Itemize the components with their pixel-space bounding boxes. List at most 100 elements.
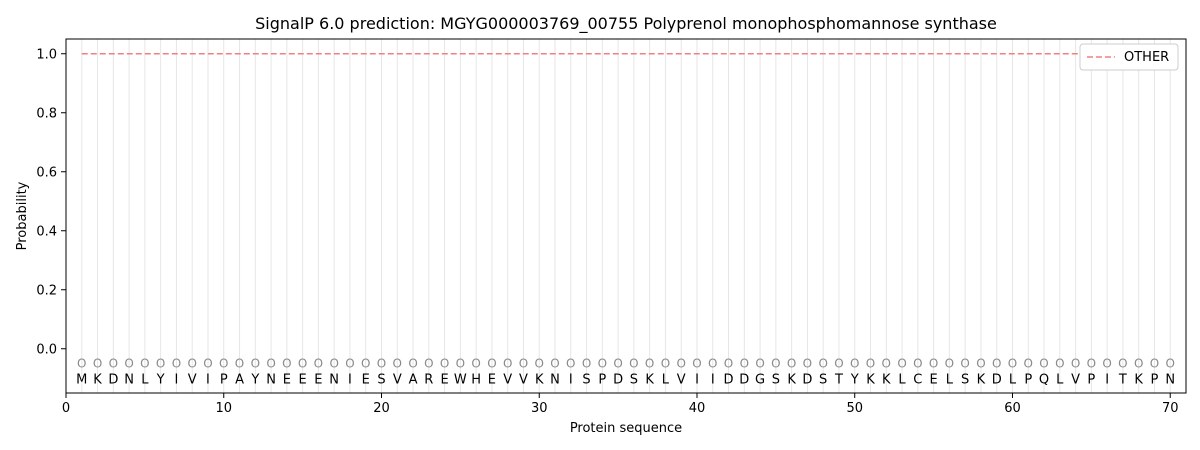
residue-label: S — [377, 372, 385, 387]
residue-label: V — [503, 372, 512, 387]
residue-label: T — [834, 372, 843, 387]
residue-label: V — [519, 372, 528, 387]
state-label: O — [692, 357, 701, 371]
residue-label: Y — [250, 372, 259, 387]
legend-box — [1079, 43, 1179, 71]
x-tick-label: 70 — [1162, 401, 1179, 416]
chart-title: SignalP 6.0 prediction: MGYG000003769_00… — [255, 14, 997, 34]
state-label: O — [535, 357, 544, 371]
state-label: O — [929, 357, 938, 371]
residue-label: S — [772, 372, 780, 387]
x-tick-label: 0 — [62, 401, 70, 416]
state-label: O — [613, 357, 622, 371]
legend-label: OTHER — [1124, 50, 1169, 65]
grid-lines — [81, 39, 1171, 393]
residue-label: I — [1105, 372, 1109, 387]
residue-label: I — [206, 372, 210, 387]
residue-label: K — [535, 372, 544, 387]
state-label: O — [803, 357, 812, 371]
residue-label: E — [314, 372, 322, 387]
state-label: O — [566, 357, 575, 371]
residue-label: I — [175, 372, 179, 387]
state-label: O — [219, 357, 228, 371]
state-label: O — [1071, 357, 1080, 371]
y-ticks: 0.0 0.2 0.4 0.6 0.8 1.0 — [36, 47, 66, 357]
state-label: O — [818, 357, 827, 371]
residue-label: E — [488, 372, 496, 387]
residue-label: S — [819, 372, 827, 387]
state-label: O — [314, 357, 323, 371]
y-tick-label: 0.2 — [36, 283, 57, 298]
state-label: O — [882, 357, 891, 371]
state-label: O — [172, 357, 181, 371]
state-label: O — [676, 357, 685, 371]
state-label: O — [945, 357, 954, 371]
state-label: O — [487, 357, 496, 371]
state-label: O — [1102, 357, 1111, 371]
residue-label: H — [471, 372, 481, 387]
residue-label: E — [929, 372, 937, 387]
residue-label: P — [1024, 372, 1032, 387]
state-label: O — [661, 357, 670, 371]
state-label: O — [960, 357, 969, 371]
state-label: O — [77, 357, 86, 371]
residue-label: R — [424, 372, 433, 387]
state-label: O — [1024, 357, 1033, 371]
residue-label: N — [1165, 372, 1175, 387]
state-label: O — [471, 357, 480, 371]
residue-label: Y — [850, 372, 859, 387]
state-label: O — [298, 357, 307, 371]
plot-frame — [65, 38, 1187, 394]
state-label: O — [140, 357, 149, 371]
state-label: O — [598, 357, 607, 371]
state-label: O — [1087, 357, 1096, 371]
y-tick-label: 1.0 — [36, 47, 57, 62]
state-label: O — [550, 357, 559, 371]
state-label: O — [645, 357, 654, 371]
residue-label: L — [946, 372, 954, 387]
residue-label: Q — [1039, 372, 1049, 387]
state-label: O — [629, 357, 638, 371]
state-label: O — [1150, 357, 1159, 371]
state-label: O — [787, 357, 796, 371]
state-label: O — [345, 357, 354, 371]
residue-label: V — [1071, 372, 1080, 387]
state-label: O — [124, 357, 133, 371]
residue-label: N — [124, 372, 134, 387]
state-label: O — [424, 357, 433, 371]
state-label: O — [976, 357, 985, 371]
state-label: O — [1055, 357, 1064, 371]
residue-label: E — [362, 372, 370, 387]
state-label: O — [1008, 357, 1017, 371]
residue-label: K — [787, 372, 796, 387]
residue-label: K — [645, 372, 654, 387]
residue-label: E — [299, 372, 307, 387]
residue-label: C — [913, 372, 922, 387]
residue-label: K — [866, 372, 875, 387]
residue-label: V — [188, 372, 197, 387]
residue-label: K — [93, 372, 102, 387]
x-tick-label: 40 — [689, 401, 706, 416]
x-tick-label: 60 — [1004, 401, 1021, 416]
state-label: O — [377, 357, 386, 371]
residue-label: D — [613, 372, 623, 387]
state-label: O — [266, 357, 275, 371]
residue-label: E — [440, 372, 448, 387]
residue-label: I — [348, 372, 352, 387]
state-label: O — [1165, 357, 1174, 371]
y-tick-label: 0.4 — [36, 224, 57, 239]
state-label: O — [109, 357, 118, 371]
residue-label: D — [739, 372, 749, 387]
state-label: O — [329, 357, 338, 371]
state-label: O — [503, 357, 512, 371]
residue-label: P — [220, 372, 228, 387]
x-tick-label: 10 — [215, 401, 232, 416]
residue-label: L — [662, 372, 670, 387]
residue-label: V — [677, 372, 686, 387]
residue-label: D — [108, 372, 118, 387]
state-label: O — [519, 357, 528, 371]
residue-label: L — [1009, 372, 1017, 387]
